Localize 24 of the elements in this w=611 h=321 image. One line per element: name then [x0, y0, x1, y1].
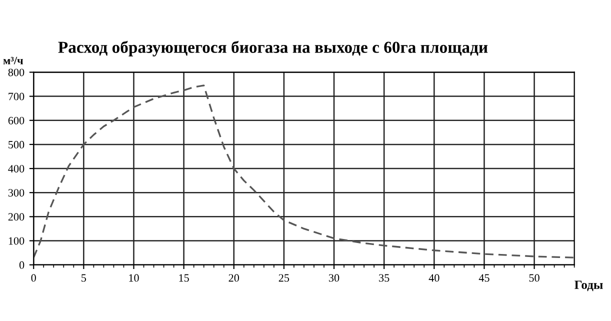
y-tick-label: 500 [8, 140, 24, 148]
x-tick-label: 30 [328, 274, 340, 282]
y-tick-label: 100 [8, 237, 24, 245]
y-tick-label: 700 [8, 92, 24, 100]
y-axis-title: м³/ч [3, 56, 24, 64]
x-tick-label: 0 [31, 274, 36, 282]
x-tick-label: 45 [478, 274, 490, 282]
y-tick-label: 800 [8, 68, 24, 76]
x-tick-label: 15 [179, 274, 189, 282]
y-tick-label: 400 [8, 164, 24, 172]
y-tick-label: 200 [8, 213, 24, 221]
x-tick-label: 35 [379, 274, 390, 282]
x-axis-title: Годы [574, 280, 603, 292]
chart-title: Расход образующегося биогаза на выходе с 60га площади [58, 40, 488, 56]
x-tick-label: 5 [82, 274, 86, 282]
x-tick-label: 10 [129, 274, 139, 282]
x-tick-label: 20 [228, 274, 240, 282]
line-series [34, 84, 574, 258]
x-tick-label: 50 [529, 274, 540, 282]
y-tick-label: 0 [19, 261, 24, 269]
x-tick-label: 25 [278, 274, 290, 282]
y-tick-label: 600 [8, 116, 24, 124]
x-tick-label: 40 [428, 274, 440, 282]
y-tick-label: 300 [8, 189, 24, 197]
